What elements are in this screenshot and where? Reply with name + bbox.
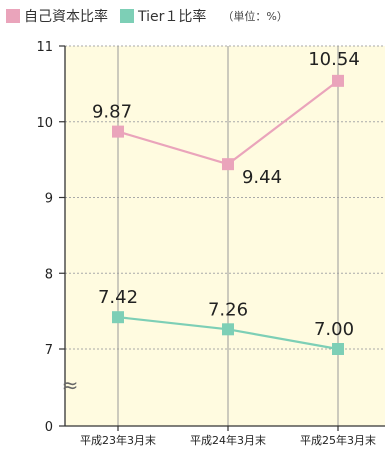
x-tick-label: 平成24年3月末 [190, 433, 266, 447]
legend-swatch-tier1-ratio [120, 9, 134, 23]
y-tick-label: 8 [45, 267, 53, 282]
y-tick-label: 10 [36, 116, 53, 131]
legend-item-capital-ratio: 自己資本比率 [6, 6, 108, 26]
data-point-marker [332, 74, 344, 87]
data-point-marker [112, 125, 124, 138]
y-tick-label: 11 [36, 40, 53, 55]
data-label: 7.26 [208, 299, 248, 320]
data-label: 10.54 [308, 49, 360, 70]
y-tick-label: 7 [45, 343, 53, 358]
data-label: 7.00 [314, 319, 354, 340]
category-lines [117, 46, 339, 426]
legend-swatch-capital-ratio [6, 9, 20, 23]
y-tick-label: 0 [45, 420, 53, 435]
data-point-marker [222, 323, 234, 336]
y-axis-ticks: 0 7 8 9 10 11 [36, 40, 65, 435]
x-tick-label: 平成25年3月末 [300, 433, 376, 447]
data-point-marker [332, 343, 344, 355]
data-point-marker [222, 158, 234, 171]
y-tick-label: 9 [45, 192, 53, 207]
data-point-marker [112, 311, 124, 324]
data-label: 7.42 [98, 287, 138, 308]
data-series: 9.87 9.44 10.54 7.42 7.26 7.00 [92, 49, 360, 355]
unit-label: （単位：%） [222, 10, 288, 23]
legend-label-tier1-ratio: Tier１比率 [138, 9, 207, 25]
chart-legend: 自己資本比率 Tier１比率 （単位：%） [6, 6, 288, 26]
data-label: 9.44 [242, 167, 282, 188]
x-axis-ticks: 平成23年3月末 平成24年3月末 平成25年3月末 [80, 426, 376, 447]
legend-item-tier1-ratio: Tier１比率 [120, 6, 206, 26]
x-tick-label: 平成23年3月末 [80, 433, 156, 447]
axis-break-symbol: ≈ [62, 373, 79, 397]
legend-label-capital-ratio: 自己資本比率 [24, 9, 108, 25]
data-label: 9.87 [92, 102, 132, 123]
